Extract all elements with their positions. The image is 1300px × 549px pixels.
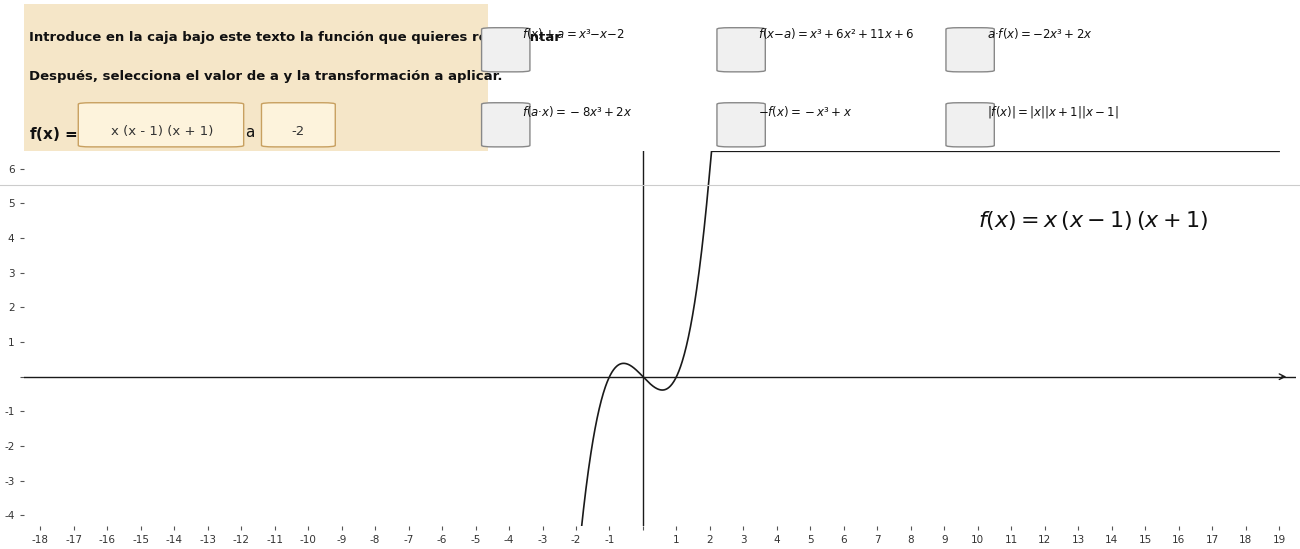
- Text: $|f(x)| = |x| |x + 1| |x − 1|$: $|f(x)| = |x| |x + 1| |x − 1|$: [987, 104, 1118, 120]
- FancyBboxPatch shape: [481, 103, 530, 147]
- FancyBboxPatch shape: [261, 103, 335, 147]
- Text: Después, selecciona el valor de a y la transformación a aplicar.: Después, selecciona el valor de a y la t…: [29, 70, 502, 83]
- FancyBboxPatch shape: [78, 103, 243, 147]
- Text: $a · f(x) = \minus2 x³ + 2 x$: $a · f(x) = \minus2 x³ + 2 x$: [987, 26, 1092, 41]
- Text: -2: -2: [291, 125, 305, 138]
- Text: $f(x) = x\,(x-1)\,(x+1)$: $f(x) = x\,(x-1)\,(x+1)$: [978, 209, 1208, 232]
- Text: a =: a =: [246, 125, 273, 140]
- FancyBboxPatch shape: [23, 4, 487, 152]
- Text: Introduce en la caja bajo este texto la función que quieres representar: Introduce en la caja bajo este texto la …: [29, 31, 560, 44]
- FancyBboxPatch shape: [946, 27, 994, 72]
- Text: $f(x) + a = x³ \minus x \minus 2$: $f(x) + a = x³ \minus x \minus 2$: [523, 26, 625, 41]
- FancyBboxPatch shape: [718, 27, 766, 72]
- Text: $f(a · x) = −8 x³ + 2 x$: $f(a · x) = −8 x³ + 2 x$: [523, 104, 632, 119]
- FancyBboxPatch shape: [718, 103, 766, 147]
- Text: x (x - 1) (x + 1): x (x - 1) (x + 1): [111, 125, 213, 138]
- Text: $−f(x) = −x³ + x$: $−f(x) = −x³ + x$: [758, 104, 852, 119]
- Text: $f(x \minus a) = x³ + 6 x² + 11 x + 6$: $f(x \minus a) = x³ + 6 x² + 11 x + 6$: [758, 26, 914, 41]
- FancyBboxPatch shape: [946, 103, 994, 147]
- Text: $\mathbf{f(x)}$ =: $\mathbf{f(x)}$ =: [29, 125, 79, 143]
- FancyBboxPatch shape: [481, 27, 530, 72]
